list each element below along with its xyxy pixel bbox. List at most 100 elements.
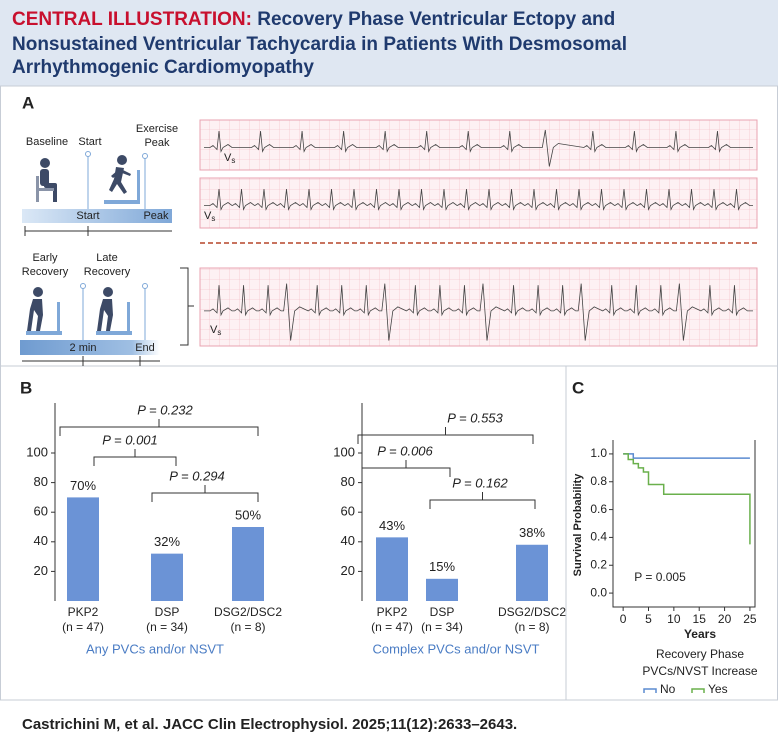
marker-dot xyxy=(142,153,148,159)
value-label: 50% xyxy=(235,507,261,522)
x-tick-label: DSG2/DSC2 xyxy=(214,605,282,619)
p-value: P = 0.232 xyxy=(137,402,193,417)
y-tick-label: 0.6 xyxy=(590,502,607,516)
header-band xyxy=(0,0,778,86)
comparison-bracket xyxy=(361,460,451,477)
lead: V xyxy=(204,210,212,222)
y-tick-label: 80 xyxy=(341,474,355,489)
y-tick-label: 20 xyxy=(34,563,48,578)
ecg-strip xyxy=(199,177,758,229)
header-label: CENTRAL ILLUSTRATION: xyxy=(12,9,252,30)
label: Baseline xyxy=(26,136,68,148)
label: Peak xyxy=(144,137,170,149)
timeline xyxy=(24,226,172,236)
exercise-bar xyxy=(22,209,172,223)
y-tick-label: 20 xyxy=(341,563,355,578)
marker-dot xyxy=(80,283,86,289)
x-tick-label: 20 xyxy=(718,612,732,626)
label: Late xyxy=(96,252,117,264)
bar xyxy=(516,544,548,601)
ecg-trace xyxy=(204,188,753,211)
legend-label: No xyxy=(660,682,676,696)
x-tick-label: DSP xyxy=(430,605,455,619)
x-tick-label: PKP2 xyxy=(68,605,99,619)
marker-dot xyxy=(85,151,91,157)
bar xyxy=(151,553,183,601)
comparison-bracket xyxy=(429,492,536,509)
legend-title: PVCs/NVST Increase xyxy=(642,664,757,678)
exercise-diagram: Baseline Start Exercise Peak Start Peak … xyxy=(20,123,194,366)
legend-title: Recovery Phase xyxy=(656,647,744,661)
value-label: 15% xyxy=(429,559,455,574)
y-tick-label: 40 xyxy=(34,533,48,548)
x-tick-label: PKP2 xyxy=(377,605,408,619)
x-tick-label: 25 xyxy=(743,612,757,626)
p-value: P = 0.006 xyxy=(377,443,433,458)
lead-sub: s xyxy=(211,214,215,223)
value-label: 32% xyxy=(154,534,180,549)
lead-label: Vs xyxy=(204,210,215,223)
x-tick-note: (n = 47) xyxy=(371,620,413,634)
y-tick-label: 60 xyxy=(34,504,48,519)
y-tick-label: 0.0 xyxy=(590,585,607,599)
timeline xyxy=(22,356,160,366)
recovery-bar xyxy=(20,340,160,355)
panel-label: B xyxy=(20,378,32,397)
title-line: Arrhythmogenic Cardiomyopathy xyxy=(12,57,314,78)
bar xyxy=(67,497,99,601)
label: Recovery xyxy=(22,266,69,278)
value-label: 43% xyxy=(379,518,405,533)
p-value: P = 0.001 xyxy=(102,432,158,447)
x-tick-note: (n = 8) xyxy=(514,620,549,634)
x-tick-label: DSP xyxy=(155,605,180,619)
sitting-person-icon xyxy=(36,158,57,202)
label: Early xyxy=(32,252,58,264)
walking-person-icon xyxy=(96,287,132,335)
label: Exercise xyxy=(136,123,178,135)
y-axis-label: Survival Probability xyxy=(572,473,584,577)
label: Peak xyxy=(143,210,169,222)
lead-label: Vs xyxy=(210,324,221,337)
label: Start xyxy=(76,210,99,222)
x-tick-note: (n = 34) xyxy=(146,620,188,634)
lead-sub: s xyxy=(217,328,221,337)
x-tick-label: 15 xyxy=(693,612,707,626)
y-tick-label: 0.2 xyxy=(590,557,607,571)
p-value: P = 0.294 xyxy=(169,468,225,483)
walking-person-icon xyxy=(26,287,62,335)
comparison-bracket xyxy=(151,485,259,502)
chart-title: Any PVCs and/or NSVT xyxy=(86,641,224,656)
lead: V xyxy=(210,324,218,336)
p-value: P = 0.162 xyxy=(452,475,508,490)
legend-label: Yes xyxy=(708,682,728,696)
x-tick-label: DSG2/DSC2 xyxy=(498,605,566,619)
running-person-icon xyxy=(104,155,140,204)
x-tick-label: 5 xyxy=(645,612,652,626)
panel-label: A xyxy=(22,93,34,112)
plot-frame xyxy=(612,440,756,608)
label: Start xyxy=(78,136,101,148)
legend-swatch xyxy=(691,688,705,693)
survival-curve xyxy=(623,453,751,545)
header-title: CENTRAL ILLUSTRATION: Recovery Phase Ven… xyxy=(12,9,615,30)
lead-label: Vs xyxy=(224,152,235,165)
marker-dot xyxy=(142,283,148,289)
citation: Castrichini M, et al. JACC Clin Electrop… xyxy=(22,716,517,733)
y-tick-label: 0.4 xyxy=(590,530,607,544)
p-value: P = 0.553 xyxy=(447,410,503,425)
panel-label: C xyxy=(572,378,584,397)
chart-title: Complex PVCs and/or NSVT xyxy=(373,641,540,656)
x-axis-label: Years xyxy=(684,627,716,641)
y-tick-label: 80 xyxy=(34,474,48,489)
y-tick-label: 60 xyxy=(341,504,355,519)
p-value: P = 0.005 xyxy=(634,570,686,584)
y-tick-label: 40 xyxy=(341,533,355,548)
y-tick-label: 1.0 xyxy=(590,446,607,460)
title-line: Nonsustained Ventricular Tachycardia in … xyxy=(12,34,627,55)
value-label: 70% xyxy=(70,478,96,493)
legend-swatch xyxy=(643,688,657,693)
lead-sub: s xyxy=(231,156,235,165)
ecg-trace xyxy=(204,283,753,341)
y-tick-label: 0.8 xyxy=(590,474,607,488)
survival-curve xyxy=(623,453,750,459)
